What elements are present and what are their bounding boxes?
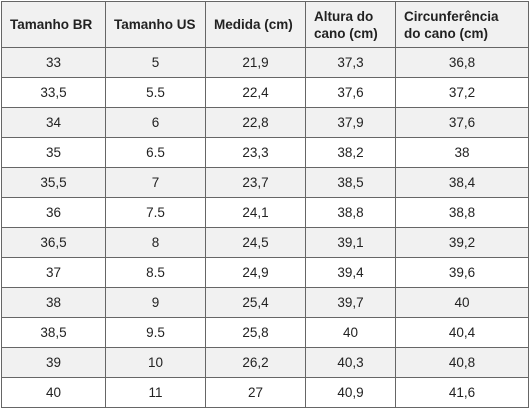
table-cell: 40,9: [305, 377, 396, 408]
table-cell: 24,1: [205, 197, 306, 228]
table-cell: 25,8: [205, 317, 306, 348]
table-cell: 23,3: [205, 137, 306, 168]
table-cell: 7.5: [105, 197, 206, 228]
table-cell: 6.5: [105, 137, 206, 168]
header-row: Tamanho BR Tamanho US Medida (cm) Altura do…: [1, 1, 529, 48]
table-row: 38 9 25,4 39,7 40: [1, 287, 529, 318]
table-cell: 40,4: [395, 317, 529, 348]
table-cell: 38,4: [395, 167, 529, 198]
header-cell: Tamanho BR: [1, 1, 106, 48]
table-cell: 39,6: [395, 257, 529, 288]
table-cell: 37,9: [305, 107, 396, 138]
table-cell: 37,6: [305, 77, 396, 108]
table-row: 39 10 26,2 40,3 40,8: [1, 347, 529, 378]
table-cell: 39: [1, 347, 106, 378]
table-cell: 24,5: [205, 227, 306, 258]
table-cell: 40: [395, 287, 529, 318]
table-cell: 11: [105, 377, 206, 408]
table-header: Tamanho BR Tamanho US Medida (cm) Altura do…: [1, 1, 529, 48]
table-cell: 38,8: [305, 197, 396, 228]
table-cell: 38,8: [395, 197, 529, 228]
header-text: Tamanho US: [114, 17, 196, 32]
table-cell: 22,8: [205, 107, 306, 138]
table-cell: 35: [1, 137, 106, 168]
table-row: 34 6 22,8 37,9 37,6: [1, 107, 529, 138]
header-cell: Altura do cano (cm): [305, 1, 396, 48]
table-row: 33 5 21,9 37,3 36,8: [1, 47, 529, 78]
table-row: 37 8.5 24,9 39,4 39,6: [1, 257, 529, 288]
table-row: 40 11 27 40,9 41,6: [1, 377, 529, 408]
table-cell: 25,4: [205, 287, 306, 318]
table-row: 36 7.5 24,1 38,8 38,8: [1, 197, 529, 228]
table-cell: 40,8: [395, 347, 529, 378]
table-row: 38,5 9.5 25,8 40 40,4: [1, 317, 529, 348]
table-cell: 35,5: [1, 167, 106, 198]
header-cell: Tamanho US: [105, 1, 206, 48]
table-cell: 27: [205, 377, 306, 408]
table-row: 33,5 5.5 22,4 37,6 37,2: [1, 77, 529, 108]
table-row: 35 6.5 23,3 38,2 38: [1, 137, 529, 168]
table-cell: 9.5: [105, 317, 206, 348]
table-cell: 34: [1, 107, 106, 138]
table-body: 33 5 21,9 37,3 36,8 33,5 5.5 22,4 37,6 37,2 34 6 22,…: [1, 47, 529, 408]
table-cell: 39,1: [305, 227, 396, 258]
table-row: 35,5 7 23,7 38,5 38,4: [1, 167, 529, 198]
table-cell: 40,3: [305, 347, 396, 378]
table-cell: 36,5: [1, 227, 106, 258]
header-text: Tamanho BR: [10, 17, 93, 32]
table-cell: 37,3: [305, 47, 396, 78]
table-cell: 33: [1, 47, 106, 78]
table-cell: 5: [105, 47, 206, 78]
table-cell: 8.5: [105, 257, 206, 288]
table-cell: 38: [1, 287, 106, 318]
header-cell: Circunferência do cano (cm): [395, 1, 529, 48]
header-text: Medida (cm): [214, 17, 293, 32]
header-text: Altura do cano (cm): [314, 8, 378, 41]
table-cell: 22,4: [205, 77, 306, 108]
table-cell: 21,9: [205, 47, 306, 78]
table-cell: 40: [1, 377, 106, 408]
table-cell: 24,9: [205, 257, 306, 288]
table-cell: 38,5: [1, 317, 106, 348]
table-row: 36,5 8 24,5 39,1 39,2: [1, 227, 529, 258]
table-cell: 37: [1, 257, 106, 288]
table-cell: 8: [105, 227, 206, 258]
table-cell: 36,8: [395, 47, 529, 78]
table-cell: 39,4: [305, 257, 396, 288]
header-cell: Medida (cm): [205, 1, 306, 48]
table-cell: 39,7: [305, 287, 396, 318]
table-cell: 36: [1, 197, 106, 228]
table-cell: 37,6: [395, 107, 529, 138]
table-cell: 23,7: [205, 167, 306, 198]
table-cell: 39,2: [395, 227, 529, 258]
table-cell: 33,5: [1, 77, 106, 108]
table-cell: 26,2: [205, 347, 306, 378]
table-cell: 6: [105, 107, 206, 138]
table-cell: 40: [305, 317, 396, 348]
table-cell: 38,2: [305, 137, 396, 168]
header-text: Circunferência do cano (cm): [404, 8, 499, 41]
table-cell: 41,6: [395, 377, 529, 408]
table-cell: 38: [395, 137, 529, 168]
table-cell: 37,2: [395, 77, 529, 108]
table-cell: 38,5: [305, 167, 396, 198]
table-cell: 10: [105, 347, 206, 378]
table-cell: 7: [105, 167, 206, 198]
table-cell: 5.5: [105, 77, 206, 108]
table-cell: 9: [105, 287, 206, 318]
